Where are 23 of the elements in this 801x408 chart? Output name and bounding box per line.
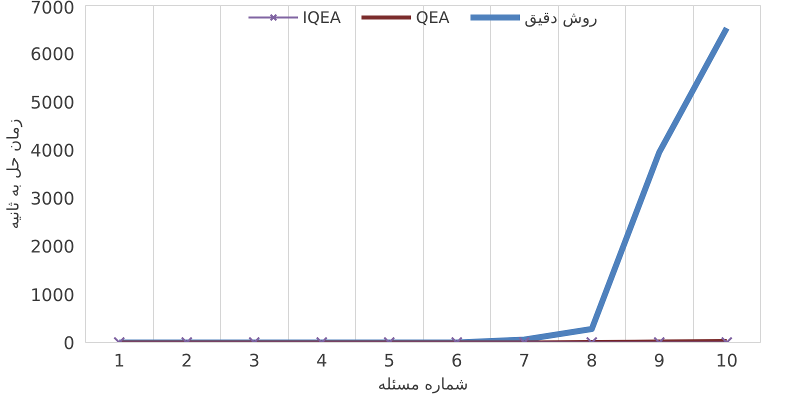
x-tick-label: 1: [114, 352, 125, 372]
y-tick-label: 3000: [30, 190, 75, 210]
x-axis-title: شماره مسئله: [378, 374, 468, 394]
y-tick-label: 4000: [30, 141, 75, 162]
legend-label: روش دقیق: [524, 8, 598, 26]
y-tick-label: 2000: [30, 238, 75, 258]
x-tick-label: 5: [384, 352, 395, 372]
y-tick-label: 5000: [30, 93, 75, 114]
x-tick-label: 4: [316, 352, 328, 372]
y-tick-label: 1000: [30, 286, 75, 306]
x-tick-label: 10: [716, 352, 738, 372]
y-tick-label: 6000: [30, 45, 75, 66]
y-axis-title: زمان حل به ثانیه: [3, 118, 22, 230]
x-tick-label: 6: [451, 352, 462, 372]
x-tick-label: 3: [248, 352, 260, 372]
y-tick-label: 7000: [30, 0, 75, 18]
y-tick-label: 0: [63, 334, 75, 354]
x-tick-label: 2: [181, 352, 192, 372]
legend-label: IQEA: [302, 8, 341, 26]
legend-label: QEA: [416, 8, 450, 26]
x-tick-label: 7: [518, 352, 530, 372]
x-tick-label: 9: [654, 352, 665, 372]
x-tick-label: 8: [586, 352, 598, 372]
